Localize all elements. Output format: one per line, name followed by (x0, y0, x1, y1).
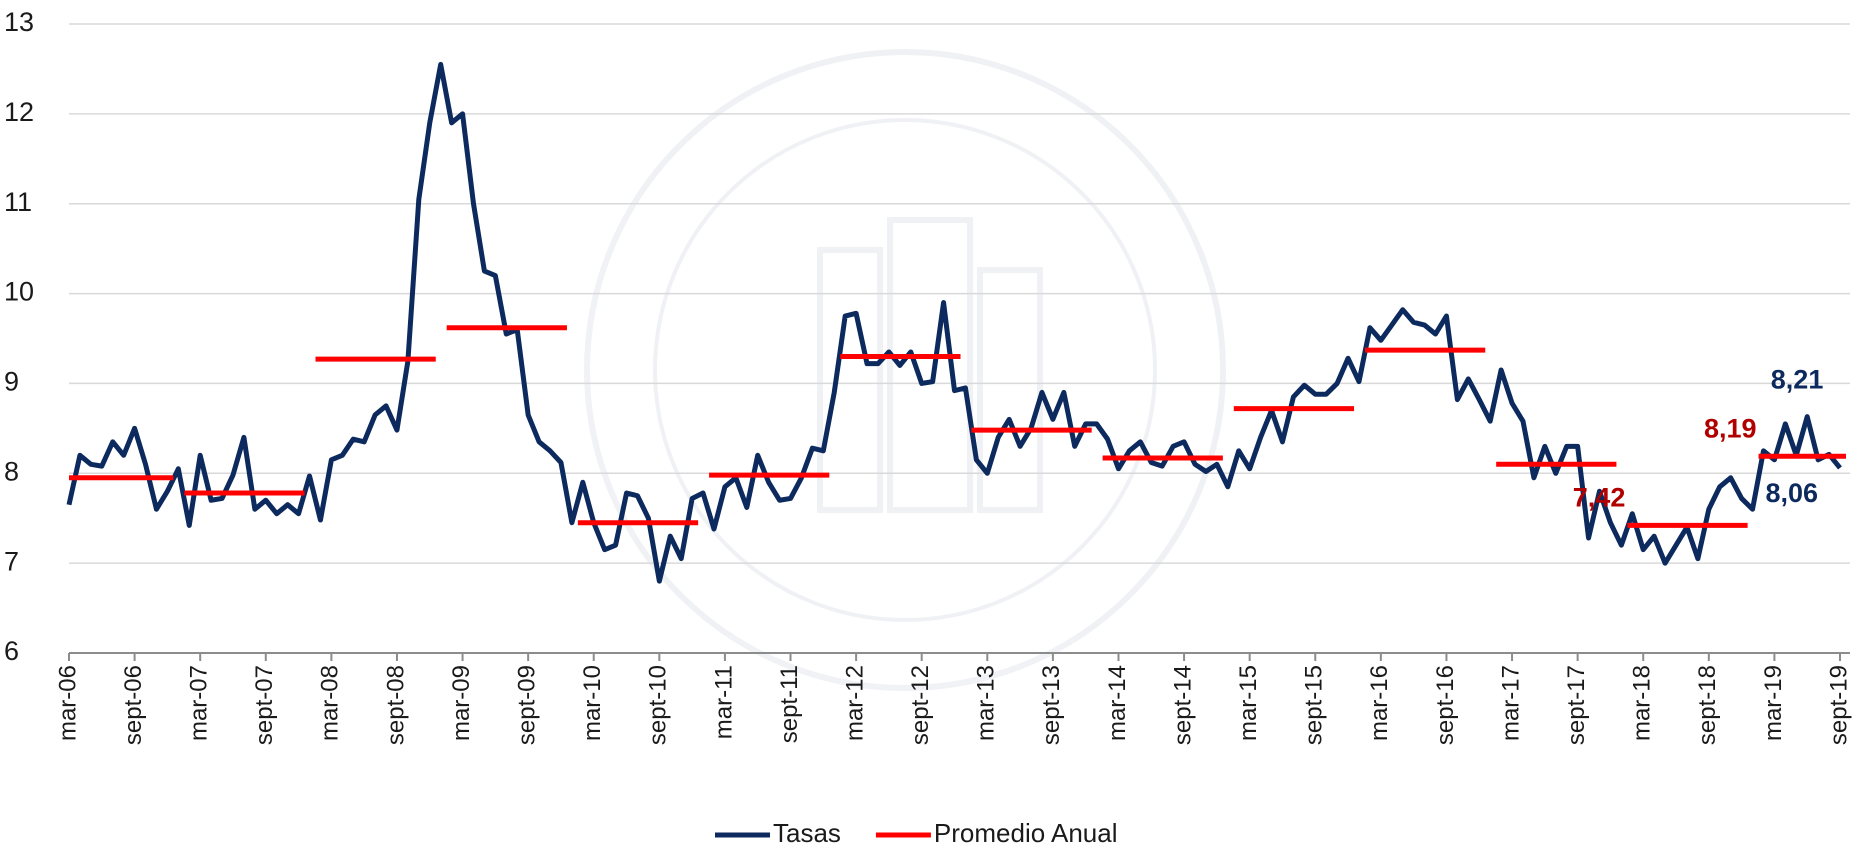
x-tick-label: sept-11 (776, 665, 803, 743)
x-tick-label: mar-13 (973, 665, 1000, 741)
x-tick-label: mar-08 (317, 665, 344, 741)
x-tick-label: sept-14 (1169, 665, 1196, 745)
x-tick-label: mar-07 (186, 665, 213, 741)
x-tick-label: sept-15 (1301, 665, 1328, 745)
x-tick-label: sept-19 (1825, 665, 1852, 745)
x-tick-label: sept-16 (1432, 665, 1459, 745)
x-tick-label: sept-18 (1694, 665, 1721, 745)
plot: 7,42 8,19 8,21 8,06 (66, 61, 1846, 584)
x-tick-label: mar-12 (841, 665, 868, 741)
legend: Tasas Promedio Anual (715, 818, 1117, 848)
y-tick-label: 10 (4, 277, 34, 307)
x-tick-label: sept-13 (1038, 665, 1065, 745)
x-tick-label: mar-19 (1760, 665, 1787, 741)
x-tick-label: mar-06 (54, 665, 81, 741)
y-tick-label: 13 (4, 7, 34, 37)
legend-label: Tasas (773, 818, 841, 848)
x-tick-label: mar-15 (1235, 665, 1262, 741)
average-label: 8,19 (1704, 413, 1757, 443)
x-tick-label: mar-17 (1497, 665, 1524, 741)
x-tick-label: sept-10 (645, 665, 672, 745)
x-tick-label: mar-10 (579, 665, 606, 741)
rate-line (66, 61, 1842, 584)
y-tick-label: 11 (4, 187, 32, 217)
x-tick-label: sept-07 (251, 665, 278, 745)
x-tick-label: mar-09 (448, 665, 475, 741)
legend-label: Promedio Anual (934, 818, 1118, 848)
average-label: 7,42 (1573, 483, 1626, 513)
y-tick-label: 9 (4, 367, 19, 397)
x-tick-label: mar-16 (1366, 665, 1393, 741)
x-tick-label: sept-17 (1563, 665, 1590, 745)
x-tick-label: mar-14 (1104, 665, 1131, 741)
x-tick-label: mar-11 (710, 665, 737, 739)
x-tick-label: sept-12 (907, 665, 934, 745)
y-tick-label: 7 (4, 546, 19, 576)
grid: 6 7 8 9 10 11 12 13 mar-06 sept-06 mar-07 sept-07 ma… (4, 7, 1852, 745)
data-label: 8,21 (1771, 365, 1824, 395)
x-tick-label: sept-09 (513, 665, 540, 745)
x-tick-label: mar-18 (1629, 665, 1656, 741)
x-tick-label: sept-06 (120, 665, 147, 745)
y-tick-label: 6 (4, 636, 19, 666)
y-tick-label: 8 (4, 456, 19, 486)
y-tick-label: 12 (4, 97, 34, 127)
x-tick-label: sept-08 (382, 665, 409, 745)
data-label: 8,06 (1765, 478, 1818, 508)
watermark (584, 49, 1226, 691)
